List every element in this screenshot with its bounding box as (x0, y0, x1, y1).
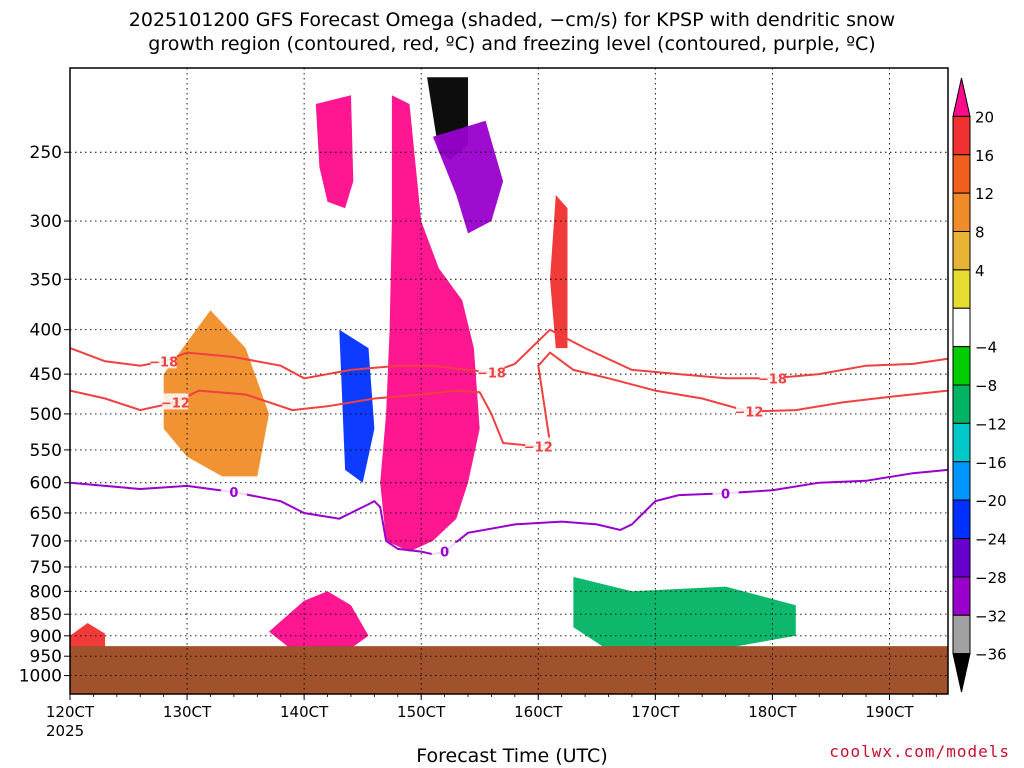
x-tick-label-120CT: 120CT (46, 703, 95, 721)
x-tick-label-170CT: 170CT (631, 703, 680, 721)
colorbar-swatch-9 (952, 422, 971, 463)
y-tick-label-450: 450 (30, 365, 62, 385)
colorbar-label-3: 8 (975, 224, 985, 242)
contour-label-0-0: −18 (149, 355, 178, 370)
y-tick-label-300: 300 (30, 212, 62, 232)
x-tick-label-160CT: 160CT (514, 703, 563, 721)
contour-label-bg (478, 363, 505, 380)
colorbar-swatch-6 (952, 307, 971, 348)
x-axis-ticks: 120CT 130CT 140CT 150CT 160CT 170CT 180CT 190CT (46, 694, 937, 721)
contour-label-1-0: −12 (161, 396, 190, 411)
contour-label-0-2: −18 (758, 372, 787, 387)
y-tick-label-600: 600 (30, 474, 62, 494)
colorbar-swatch-3 (952, 192, 971, 232)
x-tick-label-150CT: 150CT (397, 703, 446, 721)
contour-label-bg (162, 393, 189, 410)
contour-label-bg (525, 437, 552, 454)
y-tick-label-500: 500 (30, 405, 62, 425)
colorbar-swatch-13 (952, 576, 971, 616)
contour-label-0-1: −18 (477, 366, 506, 381)
chart-title: 2025101200 GFS Forecast Omega (shaded, −… (0, 8, 1024, 56)
shaded-region-descent-purple (432, 120, 504, 234)
y-tick-label-850: 850 (30, 605, 62, 625)
contour-label-bg (431, 542, 458, 559)
contour-label-2-2: 0 (721, 487, 730, 502)
y-tick-label-350: 350 (30, 270, 62, 290)
contour-label-2-1: 0 (440, 546, 449, 561)
contour-label-2-0: 0 (229, 486, 238, 501)
colorbar-label-1: 16 (975, 147, 994, 165)
colorbar-swatch-7 (952, 346, 971, 386)
colorbar-swatch-top-arrow (952, 77, 971, 117)
colorbar-label-13: −36 (975, 646, 1007, 664)
x-axis-title: Forecast Time (UTC) (416, 745, 608, 767)
shaded-region-descent-green-right (573, 576, 796, 651)
x-tick-label-140CT: 140CT (280, 703, 329, 721)
contour-label-1-1: −12 (524, 440, 553, 455)
colorbar-label-10: −24 (975, 531, 1007, 549)
colorbar-label-0: 20 (975, 108, 994, 126)
y-tick-label-800: 800 (30, 582, 62, 602)
colorbar-swatch-bottom-arrow (952, 653, 971, 693)
contour-label-bg (712, 484, 739, 501)
y-tick-label-250: 250 (30, 143, 62, 163)
colorbar-swatch-8 (952, 384, 971, 424)
shaded-region-ascent-low-left (70, 623, 106, 651)
x-tick-label-130CT: 130CT (163, 703, 212, 721)
contour-label-bg (759, 369, 786, 386)
chart-title-line-1: 2025101200 GFS Forecast Omega (shaded, −… (128, 9, 896, 31)
x-axis-start-year: 2025 (46, 722, 85, 740)
ground-below-surface (70, 646, 948, 694)
colorbar-label-12: −32 (975, 607, 1007, 625)
colorbar-swatch-1 (952, 115, 971, 156)
shaded-region-ascent-upper-left (315, 95, 354, 209)
y-axis-ticks: 2503003504004505005506006507007508008509… (19, 143, 70, 687)
shaded-region-ascent-core-magenta (380, 95, 480, 552)
colorbar-label-4: 4 (975, 262, 985, 280)
colorbar-label-7: −12 (975, 415, 1007, 433)
colorbar-swatch-2 (952, 154, 971, 194)
colorbar-label-9: −20 (975, 492, 1007, 510)
y-tick-label-950: 950 (30, 647, 62, 667)
colorbar-swatch-4 (952, 231, 971, 271)
y-tick-label-900: 900 (30, 627, 62, 647)
colorbar: 20 16 12 8 4 −4 −8 −12 −16 −20 −24 −28 −32 −36 (952, 77, 1007, 693)
colorbar-swatch-11 (952, 499, 971, 539)
chart-title-line-2: growth region (contoured, red, ºC) and f… (148, 33, 876, 55)
colorbar-label-11: −28 (975, 569, 1007, 587)
contour-label-bg (220, 483, 247, 500)
plot-frame (69, 67, 949, 695)
colorbar-label-8: −16 (975, 454, 1007, 472)
colorbar-swatch-5 (952, 269, 971, 309)
shaded-region-ascent-low-levels (269, 591, 369, 651)
colorbar-swatch-10 (952, 461, 971, 501)
x-tick-label-190CT: 190CT (865, 703, 914, 721)
colorbar-label-6: −8 (975, 377, 997, 395)
shaded-region-ascent-upper-right (550, 195, 568, 349)
y-tick-label-550: 550 (30, 441, 62, 461)
site-credit[interactable]: coolwx.com/models (829, 742, 1010, 761)
y-tick-label-1000: 1000 (19, 667, 62, 687)
y-tick-label-700: 700 (30, 532, 62, 552)
contour-label-bg (735, 402, 762, 419)
shaded-region-ascent-moderate-band (163, 310, 269, 477)
colorbar-label-5: −4 (975, 339, 997, 357)
y-tick-label-750: 750 (30, 558, 62, 578)
x-tick-label-180CT: 180CT (748, 703, 797, 721)
colorbar-label-2: 12 (975, 185, 994, 203)
contour-line-1 (70, 351, 948, 448)
colorbar-swatch-12 (952, 538, 971, 578)
contour-label-bg (150, 352, 177, 369)
y-tick-label-400: 400 (30, 321, 62, 341)
colorbar-swatch-14 (952, 614, 971, 655)
grid-lines (70, 68, 948, 694)
contour-lines: −18 −18 −18 −12 −12 −12 0 0 0 (70, 328, 948, 561)
contour-label-1-2: −12 (734, 406, 763, 421)
y-tick-label-650: 650 (30, 504, 62, 524)
shaded-regions (70, 77, 796, 651)
ground-layer (70, 646, 948, 694)
